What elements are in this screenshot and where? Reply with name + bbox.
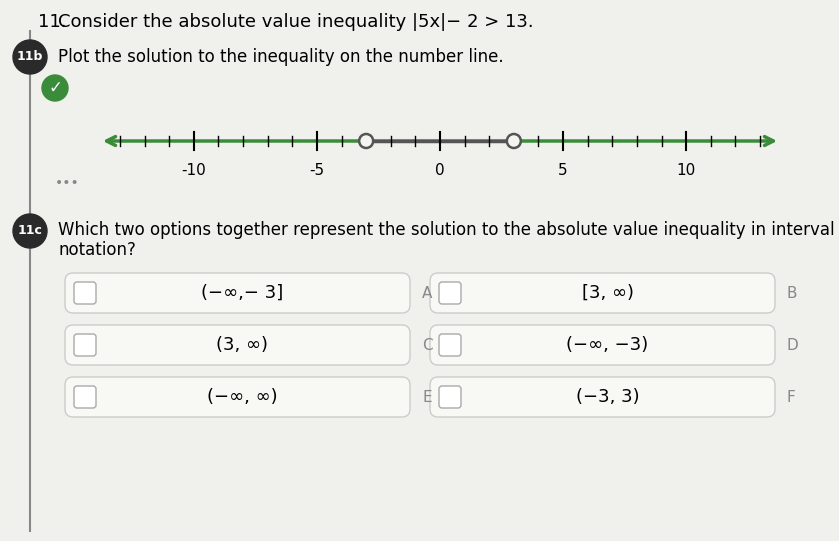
FancyBboxPatch shape	[65, 325, 410, 365]
Text: Consider the absolute value inequality |5x|− 2 > 13.: Consider the absolute value inequality |…	[58, 13, 534, 31]
Text: C: C	[422, 338, 433, 353]
Text: 11c: 11c	[18, 225, 43, 237]
Text: •••: •••	[55, 176, 80, 190]
Circle shape	[359, 134, 373, 148]
Text: (−3, 3): (−3, 3)	[576, 388, 639, 406]
FancyBboxPatch shape	[430, 377, 775, 417]
FancyBboxPatch shape	[439, 386, 461, 408]
Text: A: A	[422, 286, 432, 300]
Text: 10: 10	[676, 163, 696, 178]
FancyBboxPatch shape	[74, 334, 96, 356]
FancyBboxPatch shape	[74, 282, 96, 304]
Text: B: B	[787, 286, 798, 300]
Text: -5: -5	[310, 163, 325, 178]
FancyBboxPatch shape	[439, 282, 461, 304]
FancyBboxPatch shape	[65, 377, 410, 417]
FancyBboxPatch shape	[65, 273, 410, 313]
FancyBboxPatch shape	[439, 334, 461, 356]
Circle shape	[13, 40, 47, 74]
FancyBboxPatch shape	[74, 386, 96, 408]
Text: [3, ∞): [3, ∞)	[581, 284, 633, 302]
Text: D: D	[787, 338, 799, 353]
Text: (3, ∞): (3, ∞)	[216, 336, 268, 354]
Text: (−∞,− 3]: (−∞,− 3]	[201, 284, 284, 302]
Text: 11b: 11b	[17, 50, 43, 63]
Text: E: E	[422, 390, 431, 405]
Text: notation?: notation?	[58, 241, 136, 259]
Text: Which two options together represent the solution to the absolute value inequali: Which two options together represent the…	[58, 221, 835, 239]
Circle shape	[507, 134, 521, 148]
Text: Plot the solution to the inequality on the number line.: Plot the solution to the inequality on t…	[58, 48, 503, 66]
Text: 11.: 11.	[38, 13, 66, 31]
Text: F: F	[787, 390, 795, 405]
Circle shape	[13, 214, 47, 248]
FancyBboxPatch shape	[430, 325, 775, 365]
Text: ✓: ✓	[48, 79, 62, 97]
Text: -10: -10	[181, 163, 206, 178]
Circle shape	[42, 75, 68, 101]
Text: 5: 5	[558, 163, 568, 178]
Text: (−∞, −3): (−∞, −3)	[566, 336, 649, 354]
Text: 0: 0	[435, 163, 445, 178]
Text: (−∞, ∞): (−∞, ∞)	[207, 388, 278, 406]
FancyBboxPatch shape	[430, 273, 775, 313]
